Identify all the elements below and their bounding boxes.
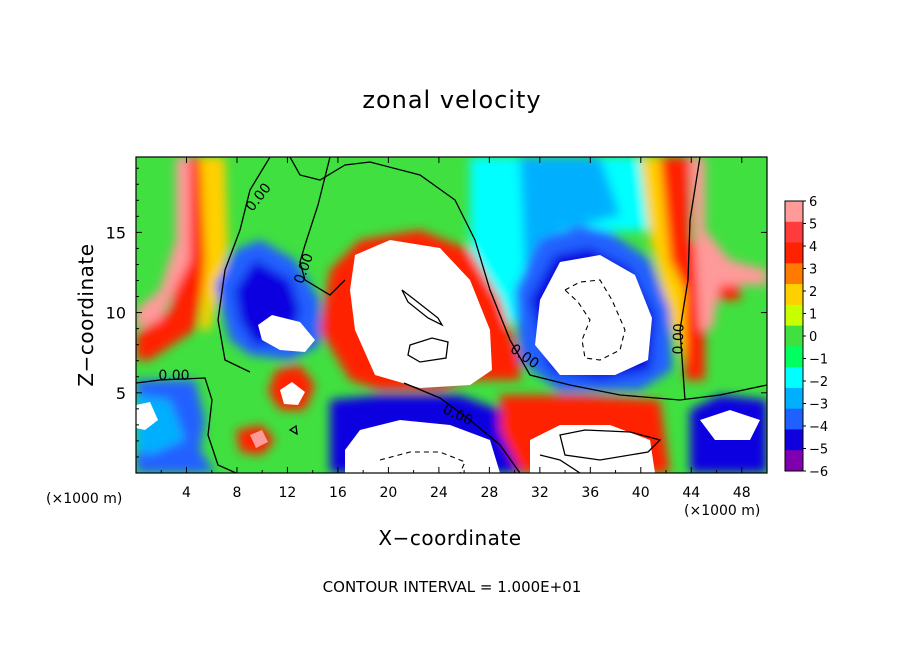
x-tick-label: 44 [682,485,700,501]
colorbar-swatch [785,367,803,389]
colorbar-swatch [785,242,803,264]
plot-frame [135,156,768,474]
x-tick-label: 36 [581,485,599,501]
colorbar-tick-label: 5 [809,218,817,233]
colorbar-tick-label: −1 [809,353,828,368]
x-tick-label: 16 [329,485,347,501]
colorbar: 6 5 4 3 2 1 0 −1 −2 −3 −4 −5 −6 [784,195,828,480]
colorbar-swatch [785,304,803,327]
y-axis-ticks: 5 10 15 [106,167,767,458]
colorbar-swatch [785,325,803,347]
colorbar-tick-label: 0 [809,330,817,345]
colorbar-tick-label: −6 [809,465,828,480]
colorbar-tick-label: −4 [809,420,828,435]
colorbar-tick-label: 4 [809,240,817,255]
contour-label: 0.00 [158,368,189,384]
contour-interval-note: CONTOUR INTERVAL = 1.000E+01 [322,578,582,596]
colorbar-swatch [785,429,803,451]
contour-label: 0.00 [670,323,687,355]
colorbar-swatch [785,263,803,285]
colorbar-swatch [785,284,803,306]
y-tick-label: 10 [106,304,126,323]
x-tick-label: 48 [733,485,751,501]
colorbar-swatch [785,387,803,410]
colorbar-tick-label: −3 [809,398,828,413]
contour-lines [136,157,767,473]
colorbar-tick-label: 3 [809,263,817,278]
colorbar-swatch [785,201,803,223]
negative-contour-lines [379,279,626,473]
colorbar-tick-label: 6 [809,195,817,210]
colorbar-tick-label: 1 [809,308,817,323]
y-tick-label: 5 [116,384,126,403]
colorbar-tick-label: −2 [809,375,828,390]
colorbar-tick-label: 2 [809,285,817,300]
colorbar-tick-label: −5 [809,443,828,458]
x-axis-ticks: 4 8 12 16 20 24 28 32 36 40 44 48 [160,157,751,501]
heatmap-field: 0.000.000.000.000.000.00 [136,157,767,473]
x-tick-label: 40 [632,485,650,501]
colorbar-swatch [785,450,803,472]
x-tick-label: 28 [480,485,498,501]
x-tick-label: 12 [279,485,297,501]
x-axis-label: X−coordinate [378,526,522,550]
colorbar-swatch [785,346,803,368]
x-unit-label-left: (×1000 m) [46,491,123,507]
x-tick-label: 24 [430,485,448,501]
x-tick-label: 8 [232,485,241,501]
colorbar-swatch [785,221,803,244]
x-tick-label: 4 [182,485,191,501]
x-tick-label: 20 [379,485,397,501]
chart-title: zonal velocity [362,86,542,114]
colorbar-swatch [785,408,803,430]
x-tick-label: 32 [531,485,549,501]
y-tick-label: 15 [106,223,126,242]
x-unit-label-right: (×1000 m) [684,503,761,519]
